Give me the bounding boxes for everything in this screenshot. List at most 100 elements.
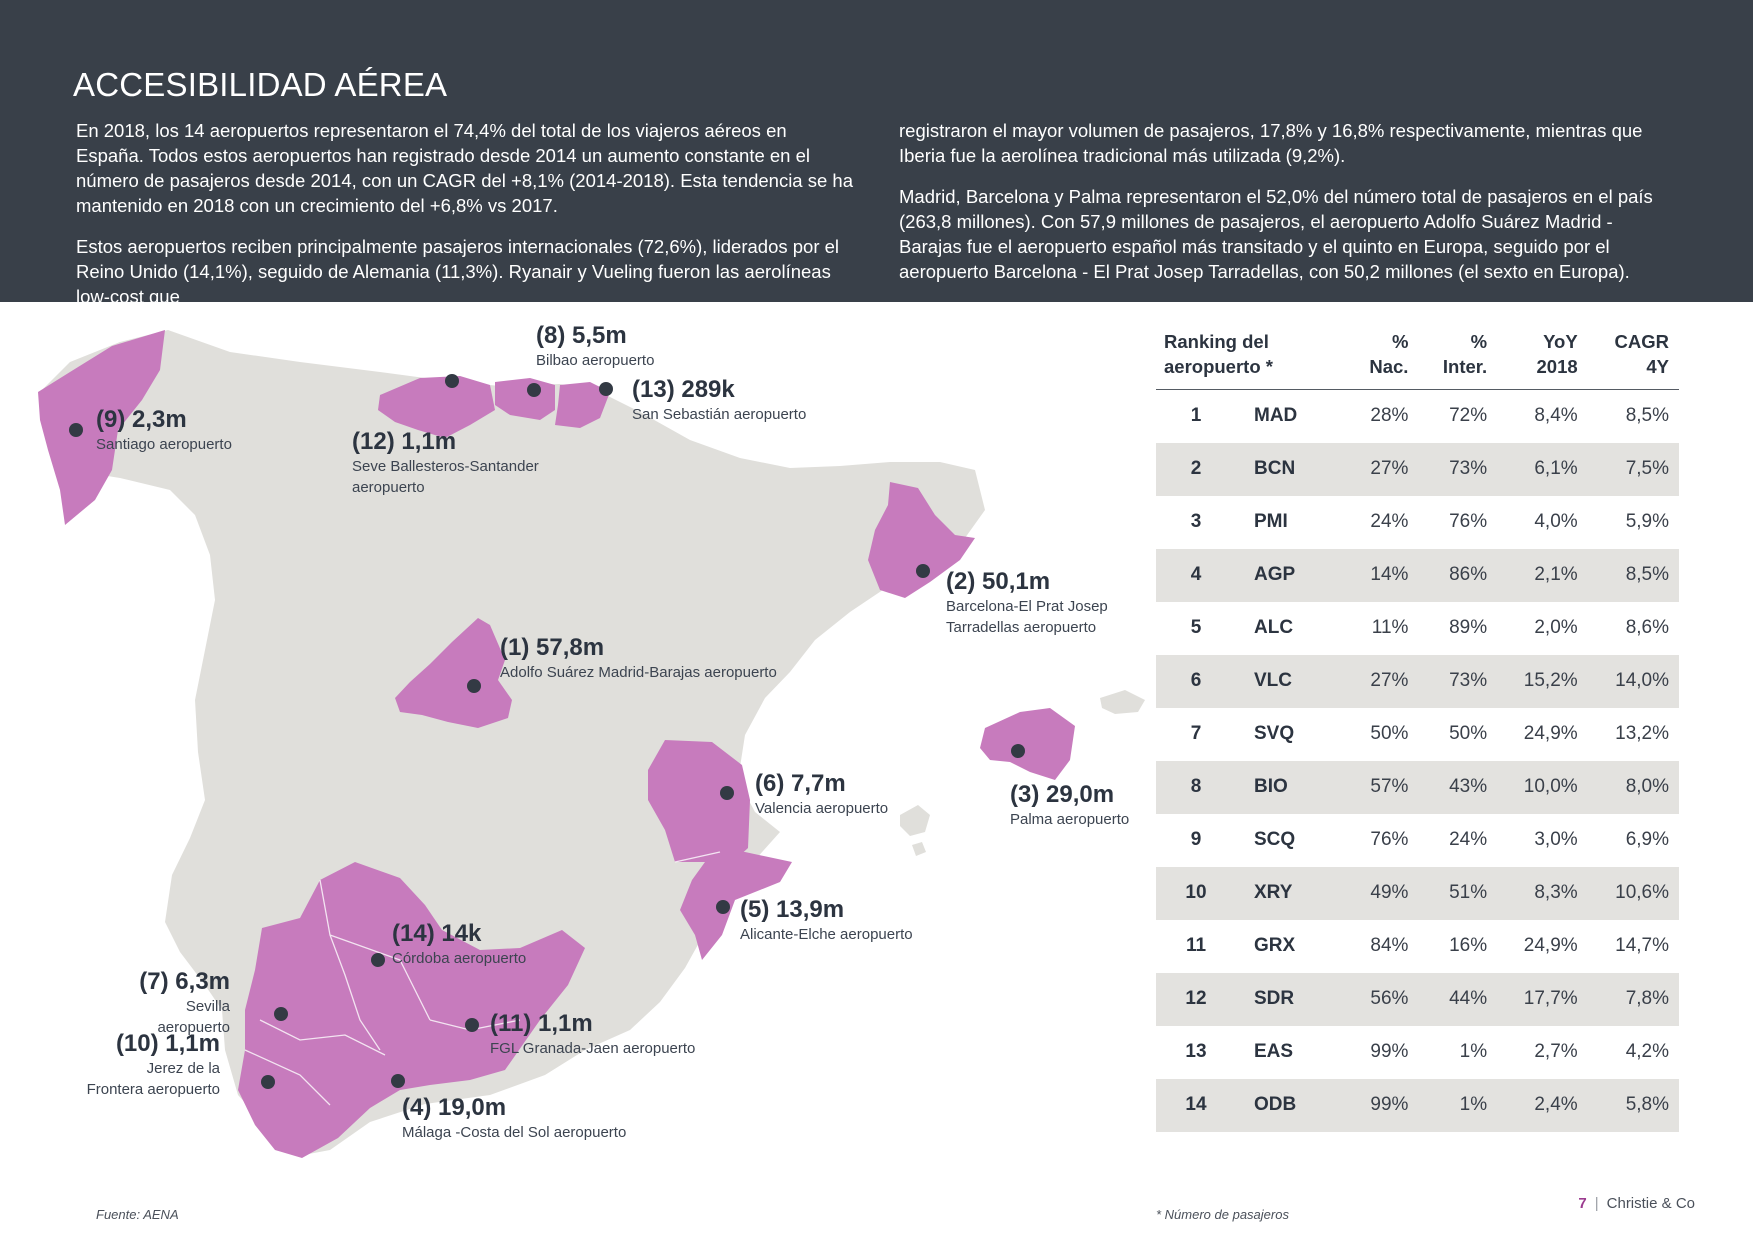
cell-code: PMI bbox=[1254, 511, 1288, 532]
table-header-row: Ranking del aeropuerto * % Nac. % Inter.… bbox=[1156, 323, 1679, 390]
cell-yoy: 8,3% bbox=[1497, 866, 1588, 920]
cell-code: BCN bbox=[1236, 442, 1346, 496]
airport-dot-madrid bbox=[467, 679, 481, 693]
cell-cagr: 8,0% bbox=[1587, 760, 1679, 814]
formentera-island bbox=[912, 842, 926, 856]
header-banner: ACCESIBILIDAD AÉREA En 2018, los 14 aero… bbox=[0, 0, 1753, 307]
table-row: 8 BIO 57% 43% 10,0% 8,0% bbox=[1156, 760, 1679, 814]
label-name: Santiago aeropuerto bbox=[96, 436, 232, 453]
label-value: (6) 7,7m bbox=[755, 770, 846, 797]
table-row: 6 VLC 27% 73% 15,2% 14,0% bbox=[1156, 654, 1679, 708]
cell-cagr: 8,5% bbox=[1625, 405, 1669, 427]
cell-rank: 6 bbox=[1156, 654, 1236, 708]
cell-yoy: 24,9% bbox=[1523, 935, 1578, 956]
label-madrid: (1) 57,8m Adolfo Suárez Madrid-Barajas a… bbox=[500, 634, 777, 683]
map-graphic bbox=[38, 330, 1145, 1158]
intro-paragraph: registraron el mayor volumen de pasajero… bbox=[899, 120, 1643, 166]
label-sevilla: (7) 6,3m Sevilla aeropuerto bbox=[110, 968, 230, 1038]
header-yoy: YoY 2018 bbox=[1497, 323, 1588, 390]
cell-yoy: 17,7% bbox=[1497, 972, 1588, 1026]
page-footer: 7 | Christie & Co bbox=[1578, 1195, 1695, 1212]
label-value: (13) 289k bbox=[632, 376, 735, 403]
cell-cagr: 5,9% bbox=[1625, 511, 1669, 532]
table-row: 13 EAS 99% 1% 2,7% 4,2% bbox=[1156, 1026, 1679, 1079]
cell-inter: 51% bbox=[1418, 866, 1498, 920]
intro-column-left: En 2018, los 14 aeropuertos representaro… bbox=[76, 118, 856, 325]
airport-dot-malaga bbox=[391, 1074, 405, 1088]
table-row: 1 MAD 28% 72% 8,4% 8,5% bbox=[1156, 390, 1679, 443]
cell-code: ALC bbox=[1254, 617, 1294, 638]
gipuzkoa-region bbox=[555, 382, 610, 428]
spain-map: (1) 57,8m Adolfo Suárez Madrid-Barajas a… bbox=[0, 302, 1150, 1172]
header-text: % bbox=[1391, 331, 1409, 352]
airport-dot-alicante bbox=[716, 900, 730, 914]
cell-rank: 10 bbox=[1156, 866, 1236, 920]
label-granada: (11) 1,1m FGL Granada-Jaen aeropuerto bbox=[490, 1010, 695, 1059]
table-row: 3 PMI 24% 76% 4,0% 5,9% bbox=[1156, 496, 1679, 549]
cell-yoy: 15,2% bbox=[1497, 654, 1588, 708]
intro-paragraph: Madrid, Barcelona y Palma representaron … bbox=[899, 186, 1653, 282]
header-nac: % Nac. bbox=[1346, 323, 1419, 390]
ibiza-island bbox=[900, 805, 930, 836]
label-value: (7) 6,3m bbox=[139, 968, 230, 995]
cell-code: SVQ bbox=[1254, 723, 1295, 744]
cell-yoy: 10,0% bbox=[1497, 760, 1588, 814]
cell-cagr: 14,7% bbox=[1615, 935, 1669, 956]
label-palma: (3) 29,0m Palma aeropuerto bbox=[1010, 781, 1129, 830]
source-note: Fuente: AENA bbox=[96, 1207, 179, 1222]
mallorca-island bbox=[980, 708, 1075, 780]
cell-nac: 56% bbox=[1346, 972, 1419, 1026]
cell-cagr: 10,6% bbox=[1587, 866, 1679, 920]
table-row: 9 SCQ 76% 24% 3,0% 6,9% bbox=[1156, 814, 1679, 867]
cell-cagr: 6,9% bbox=[1625, 829, 1669, 850]
label-name: Sevilla bbox=[185, 998, 230, 1015]
cell-rank: 11 bbox=[1185, 935, 1207, 956]
cell-nac: 28% bbox=[1370, 405, 1409, 427]
label-sansebastian: (13) 289k San Sebastián aeropuerto bbox=[632, 376, 806, 425]
table-row: 10 XRY 49% 51% 8,3% 10,6% bbox=[1156, 866, 1679, 920]
cell-nac: 27% bbox=[1346, 442, 1419, 496]
cell-code: AGP bbox=[1236, 548, 1346, 602]
table-row: 4 AGP 14% 86% 2,1% 8,5% bbox=[1156, 548, 1679, 602]
label-value: (9) 2,3m bbox=[96, 406, 187, 433]
cell-code: SDR bbox=[1236, 972, 1346, 1026]
cell-inter: 1% bbox=[1459, 1041, 1488, 1062]
table-row: 11 GRX 84% 16% 24,9% 14,7% bbox=[1156, 920, 1679, 973]
label-jerez: (10) 1,1m Jerez de la Frontera aeropuert… bbox=[60, 1030, 220, 1100]
label-value: (2) 50,1m bbox=[946, 568, 1051, 595]
label-name: San Sebastián aeropuerto bbox=[632, 406, 807, 423]
airport-dot-jerez bbox=[261, 1075, 275, 1089]
label-value: (12) 1,1m bbox=[352, 428, 457, 455]
header-text: % bbox=[1470, 331, 1488, 352]
cell-yoy: 2,0% bbox=[1534, 617, 1578, 638]
cell-rank: 2 bbox=[1156, 442, 1236, 496]
label-bilbao: (8) 5,5m Bilbao aeropuerto bbox=[536, 322, 654, 371]
galicia-region bbox=[38, 330, 165, 525]
intro-paragraph: Estos aeropuertos reciben principalmente… bbox=[76, 236, 840, 307]
label-name: Barcelona-El Prat Josep bbox=[946, 598, 1108, 615]
brand-name: Christie & Co bbox=[1606, 1195, 1695, 1212]
cell-code: BIO bbox=[1236, 760, 1346, 814]
cell-rank: 8 bbox=[1156, 760, 1236, 814]
cell-rank: 7 bbox=[1190, 723, 1202, 744]
label-name: Alicante-Elche aeropuerto bbox=[740, 926, 913, 943]
cell-rank: 1 bbox=[1190, 405, 1202, 427]
cell-code: MAD bbox=[1254, 405, 1298, 427]
madrid-region bbox=[395, 618, 512, 728]
cell-cagr: 8,6% bbox=[1625, 617, 1669, 638]
cell-cagr: 14,0% bbox=[1587, 654, 1679, 708]
cell-inter: 76% bbox=[1449, 511, 1488, 532]
cell-yoy: 4,0% bbox=[1534, 511, 1578, 532]
cell-yoy: 2,7% bbox=[1534, 1041, 1578, 1062]
cell-inter: 43% bbox=[1418, 760, 1498, 814]
label-value: (3) 29,0m bbox=[1010, 781, 1115, 808]
alicante-region bbox=[680, 852, 792, 960]
cell-nac: 57% bbox=[1346, 760, 1419, 814]
table-footnote: * Número de pasajeros bbox=[1156, 1207, 1289, 1222]
label-alicante: (5) 13,9m Alicante-Elche aeropuerto bbox=[740, 896, 913, 945]
cell-code: SCQ bbox=[1254, 829, 1296, 850]
label-malaga: (4) 19,0m Málaga -Costa del Sol aeropuer… bbox=[402, 1094, 626, 1143]
cell-nac: 24% bbox=[1370, 511, 1409, 532]
label-name: aeropuerto bbox=[352, 479, 425, 496]
menorca-island bbox=[1100, 690, 1145, 714]
